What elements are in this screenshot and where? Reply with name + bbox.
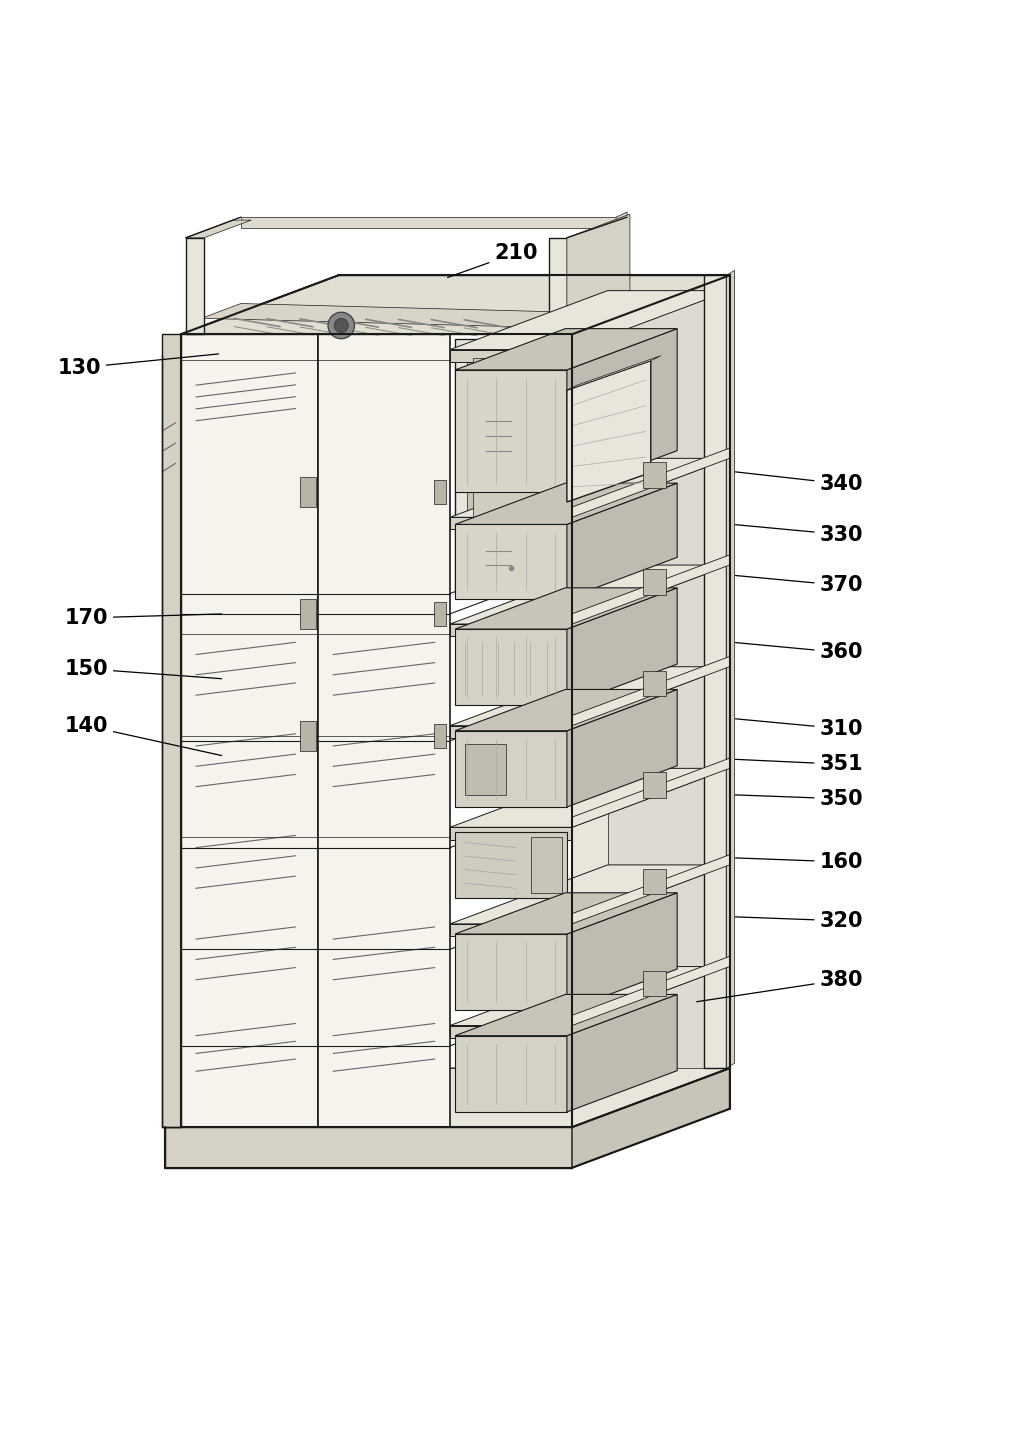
Polygon shape	[549, 238, 567, 335]
Polygon shape	[299, 598, 316, 630]
Polygon shape	[572, 657, 730, 726]
Polygon shape	[567, 893, 678, 1010]
Polygon shape	[643, 869, 666, 894]
Polygon shape	[643, 570, 666, 594]
Polygon shape	[727, 270, 735, 1068]
Polygon shape	[433, 724, 446, 748]
Polygon shape	[299, 477, 316, 507]
Polygon shape	[572, 448, 730, 517]
Polygon shape	[450, 726, 572, 738]
Polygon shape	[567, 361, 651, 502]
Polygon shape	[467, 352, 555, 570]
Polygon shape	[643, 970, 666, 996]
Polygon shape	[572, 275, 730, 1128]
Polygon shape	[643, 462, 666, 488]
Polygon shape	[455, 339, 567, 594]
Polygon shape	[455, 833, 567, 899]
Polygon shape	[455, 329, 678, 369]
Polygon shape	[572, 854, 730, 924]
Polygon shape	[181, 275, 730, 335]
Polygon shape	[181, 335, 318, 1128]
Polygon shape	[567, 690, 678, 807]
Polygon shape	[572, 555, 730, 624]
Polygon shape	[186, 220, 251, 238]
Polygon shape	[572, 956, 730, 1026]
Text: 351: 351	[736, 754, 864, 774]
Text: 210: 210	[448, 243, 538, 278]
Text: 310: 310	[736, 718, 864, 738]
Polygon shape	[455, 893, 678, 934]
Polygon shape	[450, 768, 730, 827]
Polygon shape	[450, 1026, 572, 1037]
Polygon shape	[450, 290, 730, 349]
Text: 170: 170	[64, 608, 222, 628]
Polygon shape	[704, 275, 727, 1068]
Polygon shape	[299, 721, 316, 751]
Polygon shape	[643, 671, 666, 697]
Polygon shape	[455, 524, 567, 598]
Polygon shape	[572, 758, 730, 827]
Polygon shape	[450, 864, 730, 924]
Polygon shape	[241, 218, 628, 229]
Polygon shape	[567, 995, 678, 1112]
Text: 160: 160	[736, 851, 864, 871]
Polygon shape	[166, 1068, 730, 1128]
Polygon shape	[567, 215, 630, 335]
Polygon shape	[450, 827, 572, 840]
Polygon shape	[450, 349, 572, 362]
Polygon shape	[455, 630, 567, 705]
Polygon shape	[186, 238, 204, 335]
Circle shape	[328, 312, 355, 339]
Text: 150: 150	[64, 658, 222, 678]
Polygon shape	[450, 517, 572, 529]
Polygon shape	[450, 565, 730, 624]
Polygon shape	[455, 995, 678, 1036]
Polygon shape	[201, 303, 628, 329]
Polygon shape	[455, 484, 678, 524]
Circle shape	[334, 318, 349, 332]
Polygon shape	[607, 275, 730, 1068]
Polygon shape	[455, 1036, 567, 1112]
Text: 140: 140	[64, 716, 222, 756]
Text: 320: 320	[736, 910, 864, 930]
Polygon shape	[450, 624, 572, 637]
Polygon shape	[450, 924, 572, 936]
Polygon shape	[318, 335, 450, 1128]
Polygon shape	[455, 690, 678, 731]
Polygon shape	[433, 601, 446, 625]
Text: 130: 130	[57, 353, 219, 378]
Polygon shape	[567, 356, 661, 391]
Polygon shape	[567, 588, 678, 705]
Polygon shape	[166, 1128, 572, 1168]
Polygon shape	[465, 744, 506, 794]
Text: 330: 330	[736, 525, 864, 545]
Polygon shape	[450, 966, 730, 1026]
Polygon shape	[450, 667, 730, 726]
Polygon shape	[567, 329, 678, 492]
Polygon shape	[455, 731, 567, 807]
Polygon shape	[572, 1068, 730, 1168]
Polygon shape	[162, 335, 181, 1128]
Polygon shape	[531, 837, 562, 893]
Text: 380: 380	[697, 970, 864, 1002]
Polygon shape	[450, 458, 730, 517]
Polygon shape	[643, 773, 666, 798]
Text: 360: 360	[736, 643, 864, 663]
Polygon shape	[433, 479, 446, 504]
Text: 340: 340	[736, 472, 864, 494]
Polygon shape	[455, 934, 567, 1010]
Polygon shape	[455, 369, 567, 492]
Polygon shape	[473, 358, 549, 557]
Text: 350: 350	[736, 788, 864, 809]
Polygon shape	[567, 484, 678, 598]
Text: 370: 370	[736, 575, 864, 595]
Polygon shape	[616, 212, 628, 313]
Polygon shape	[455, 588, 678, 630]
